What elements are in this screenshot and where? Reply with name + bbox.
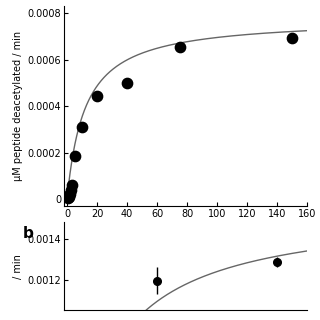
Point (67, 192, 72, 197)
Point (290, 35, 295, 40)
X-axis label: [peptide] (μM): [peptide] (μM) (146, 223, 226, 233)
Text: b: b (23, 227, 34, 241)
Point (177, 44, 182, 50)
Y-axis label: / min: / min (13, 254, 23, 279)
Point (79, 125, 84, 130)
Point (68, 188, 73, 193)
Point (66, 195, 71, 200)
Point (124, 81, 130, 86)
Point (72, 154, 77, 159)
Point (65, 196, 70, 201)
Point (94, 93, 100, 99)
Y-axis label: μM peptide deacetylated / min: μM peptide deacetylated / min (13, 31, 23, 181)
Point (68, 191, 73, 196)
Point (69, 183, 74, 188)
